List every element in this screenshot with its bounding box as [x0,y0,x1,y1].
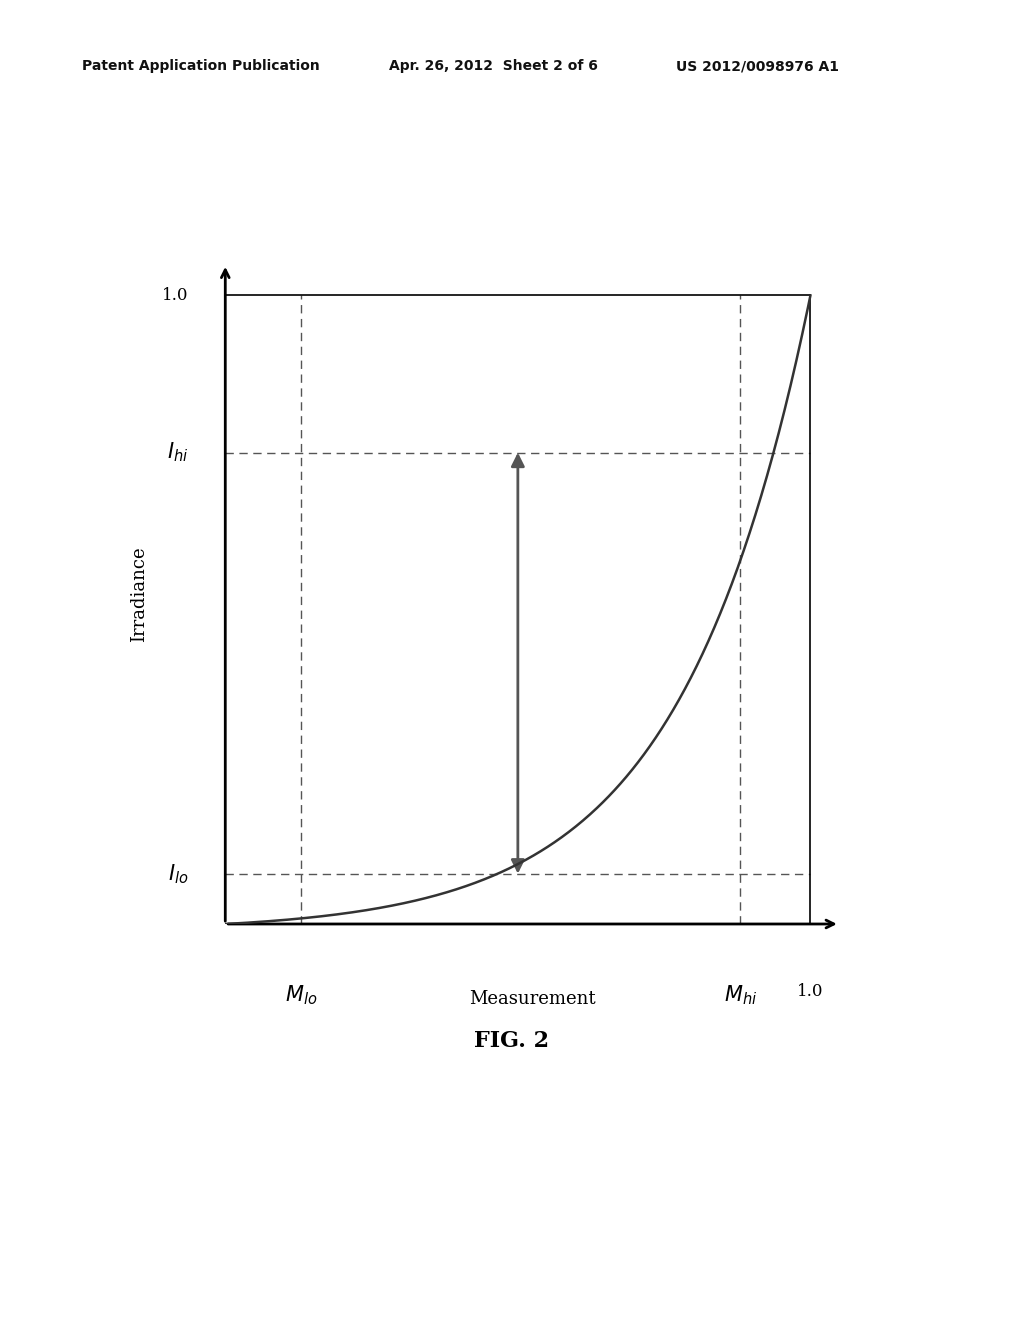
Text: $I_{hi}$: $I_{hi}$ [167,441,188,465]
Text: 1.0: 1.0 [797,983,823,1001]
Text: FIG. 2: FIG. 2 [474,1030,550,1052]
Text: US 2012/0098976 A1: US 2012/0098976 A1 [676,59,839,74]
Text: Irradiance: Irradiance [130,546,148,642]
Text: $I_{lo}$: $I_{lo}$ [168,862,188,886]
Text: Apr. 26, 2012  Sheet 2 of 6: Apr. 26, 2012 Sheet 2 of 6 [389,59,598,74]
Text: $M_{hi}$: $M_{hi}$ [724,983,757,1007]
Text: $M_{lo}$: $M_{lo}$ [285,983,317,1007]
Text: Patent Application Publication: Patent Application Publication [82,59,319,74]
Text: Measurement: Measurement [469,990,596,1008]
Text: 1.0: 1.0 [162,286,188,304]
